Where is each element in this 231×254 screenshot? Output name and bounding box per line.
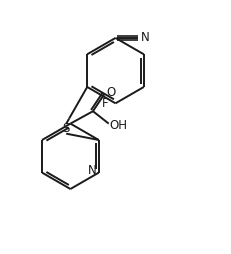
Text: N: N [88, 164, 96, 177]
Text: F: F [102, 97, 109, 110]
Text: S: S [62, 122, 70, 135]
Text: O: O [106, 86, 115, 99]
Text: OH: OH [109, 119, 127, 132]
Text: N: N [141, 31, 150, 44]
